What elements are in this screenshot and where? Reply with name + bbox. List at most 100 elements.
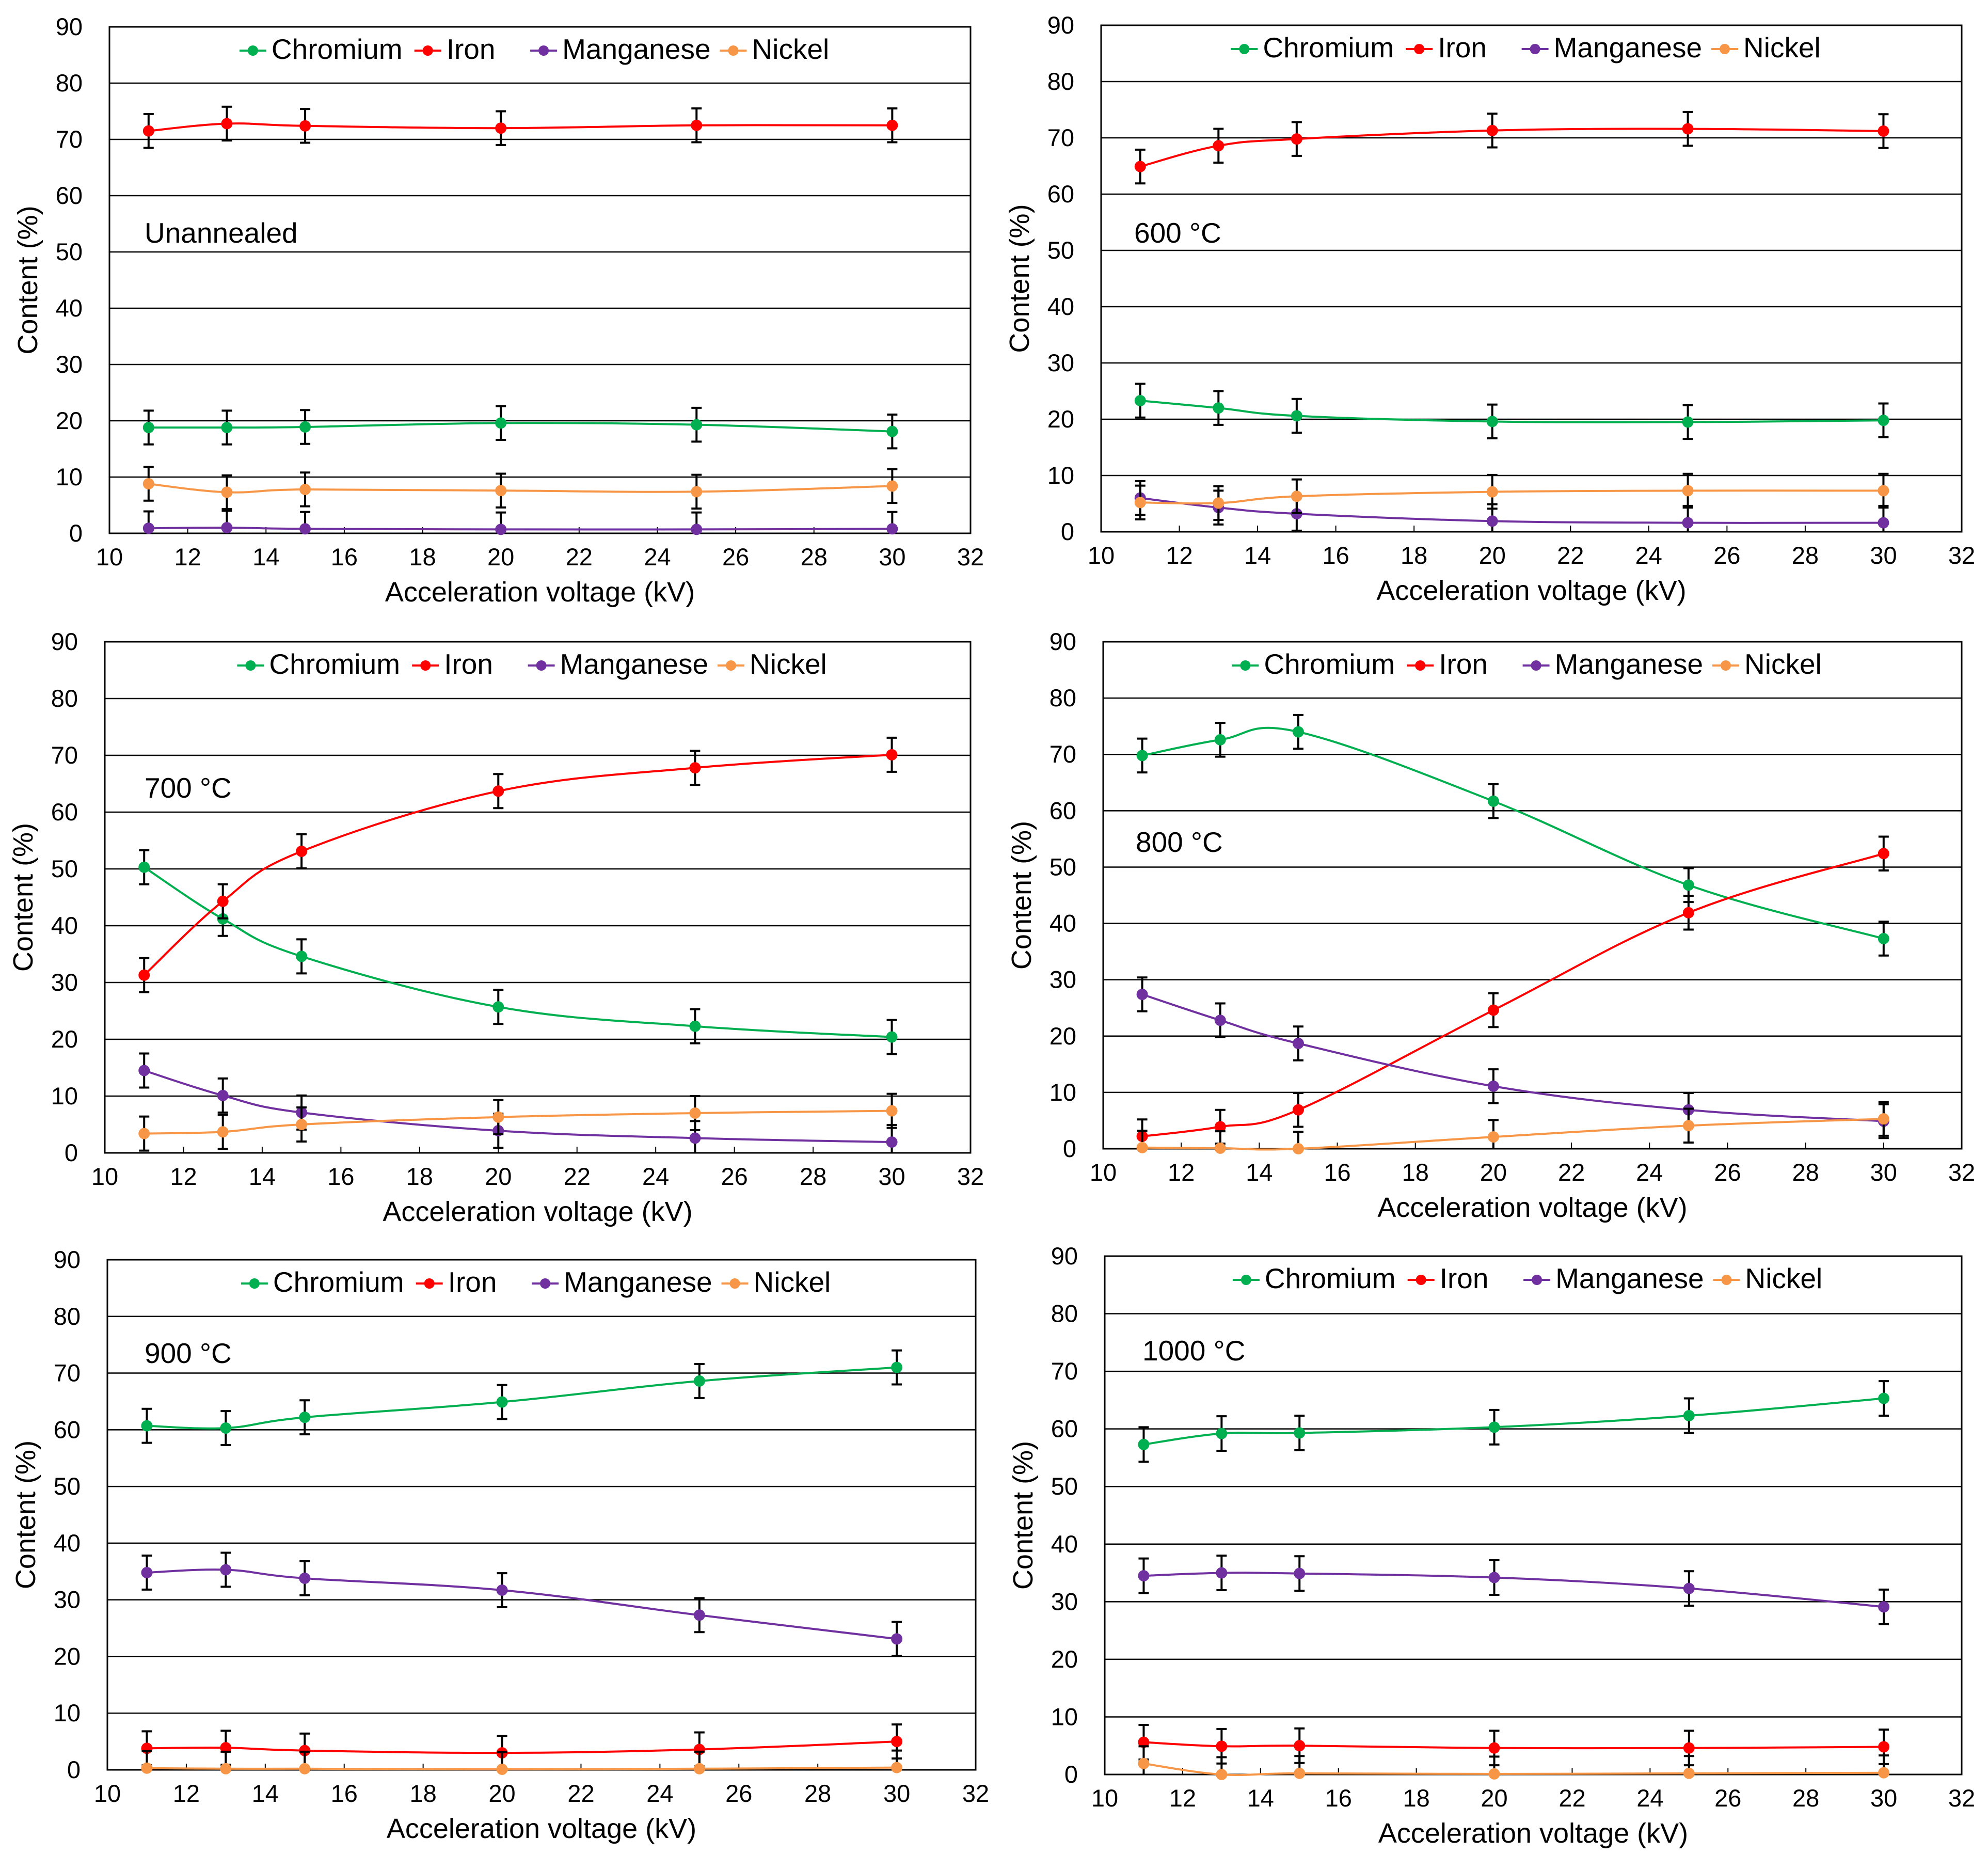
legend-label: Manganese — [1555, 1262, 1704, 1294]
series-manganese — [1138, 1555, 1890, 1625]
plot-area — [108, 26, 972, 534]
data-point — [299, 1763, 311, 1774]
data-point — [689, 1107, 701, 1119]
x-tick-label: 18 — [1402, 1159, 1429, 1186]
x-tick-label: 16 — [1324, 1159, 1350, 1186]
data-point — [1214, 1015, 1226, 1026]
y-tick-label: 70 — [54, 1359, 81, 1387]
data-point — [221, 486, 233, 498]
data-point — [142, 422, 154, 434]
condition-label: 700 °C — [145, 772, 232, 804]
legend-item: Nickel — [1711, 31, 1821, 64]
data-point — [138, 1065, 150, 1076]
x-axis-title: Acceleration voltage (kV) — [387, 1813, 696, 1844]
x-tick-label: 28 — [1792, 542, 1819, 569]
data-point — [1216, 1428, 1228, 1439]
y-axis-title: Content (%) — [10, 1440, 41, 1589]
y-tick-label: 80 — [54, 1303, 81, 1330]
legend-marker — [1532, 1275, 1542, 1285]
data-point — [693, 1375, 705, 1387]
x-tick-label: 20 — [1480, 1159, 1507, 1186]
data-point — [1294, 1427, 1306, 1439]
legend-item: Chromium — [1232, 648, 1395, 680]
data-point — [220, 1763, 232, 1774]
y-tick-label: 0 — [1064, 1761, 1078, 1788]
legend-label: Chromium — [1264, 648, 1395, 680]
data-point — [689, 762, 701, 774]
y-tick-label: 10 — [51, 1082, 78, 1110]
data-point — [691, 419, 703, 431]
x-axis-title: Acceleration voltage (kV) — [1378, 1818, 1688, 1849]
x-tick-label: 24 — [646, 1780, 673, 1807]
plot-area — [1102, 641, 1963, 1150]
data-point — [1683, 1767, 1695, 1779]
legend-item: Manganese — [1523, 1262, 1704, 1294]
data-point — [296, 950, 308, 962]
x-tick-label: 20 — [1481, 1784, 1507, 1812]
x-tick-label: 32 — [957, 1163, 984, 1190]
data-point — [693, 1609, 705, 1621]
chart-panel: 0 10 20 30 40 50 60 70 80 90 10 12 14 16 18 20 22 24 26 28 3… — [1004, 11, 1975, 606]
x-tick-label: 20 — [487, 543, 514, 570]
x-tick-label: 22 — [564, 1163, 591, 1190]
data-point — [142, 478, 154, 490]
legend-item: Chromium — [1231, 31, 1394, 64]
data-point — [1213, 497, 1224, 509]
y-tick-label: 20 — [1051, 1645, 1078, 1673]
data-point — [1138, 1438, 1150, 1450]
data-point — [141, 1420, 153, 1432]
chart-panel: 0 10 20 30 40 50 60 70 80 90 10 12 14 16 18 20 22 24 26 28 3… — [8, 628, 984, 1227]
data-point — [1878, 517, 1889, 529]
legend-item: Chromium — [239, 33, 403, 65]
data-point — [1488, 1742, 1500, 1754]
y-axis-title: Content (%) — [1008, 1441, 1039, 1590]
legend-item: Iron — [1407, 648, 1488, 680]
data-point — [691, 486, 703, 498]
x-tick-label: 28 — [1792, 1159, 1819, 1186]
legend-label: Nickel — [1744, 648, 1822, 680]
y-tick-label: 90 — [54, 1246, 81, 1273]
y-tick-label: 10 — [56, 463, 83, 490]
data-point — [221, 118, 233, 130]
legend-label: Manganese — [560, 648, 708, 680]
series-nickel — [1136, 1101, 1889, 1154]
x-tick-label: 24 — [1636, 1784, 1663, 1812]
data-point — [886, 523, 898, 535]
x-tick-label: 26 — [722, 543, 749, 570]
legend-item: Nickel — [720, 33, 830, 65]
data-point — [1134, 161, 1146, 172]
y-tick-label: 70 — [51, 741, 78, 769]
series-chromium — [1134, 383, 1889, 440]
x-tick-label: 22 — [1557, 542, 1584, 569]
data-point — [1878, 415, 1889, 426]
y-tick-label: 10 — [1049, 1079, 1076, 1106]
y-tick-label: 60 — [54, 1416, 81, 1443]
series-iron — [1136, 835, 1889, 1149]
data-point — [1134, 395, 1146, 407]
legend-marker — [420, 660, 431, 671]
data-point — [1216, 1567, 1228, 1579]
x-tick-label: 26 — [1713, 542, 1740, 569]
data-point — [1683, 1410, 1695, 1422]
legend-item: Iron — [414, 33, 495, 65]
x-tick-label: 18 — [409, 1780, 436, 1807]
data-point — [1136, 989, 1148, 1001]
y-tick-label: 40 — [51, 912, 78, 939]
x-tick-label: 16 — [331, 1780, 358, 1807]
x-tick-label: 12 — [173, 1780, 200, 1807]
legend-label: Manganese — [564, 1266, 712, 1298]
y-tick-label: 80 — [51, 685, 78, 712]
legend-label: Chromium — [272, 33, 403, 65]
legend-marker — [1721, 1275, 1732, 1285]
legend-item: Iron — [416, 1266, 497, 1298]
y-tick-label: 50 — [1047, 236, 1074, 264]
legend-marker — [536, 660, 547, 671]
plot-area — [104, 641, 972, 1154]
data-point — [1487, 1080, 1499, 1092]
legend-marker — [728, 45, 739, 56]
legend-label: Nickel — [752, 33, 830, 65]
y-tick-label: 60 — [51, 798, 78, 826]
data-point — [1291, 133, 1302, 145]
y-tick-label: 70 — [1047, 124, 1074, 151]
